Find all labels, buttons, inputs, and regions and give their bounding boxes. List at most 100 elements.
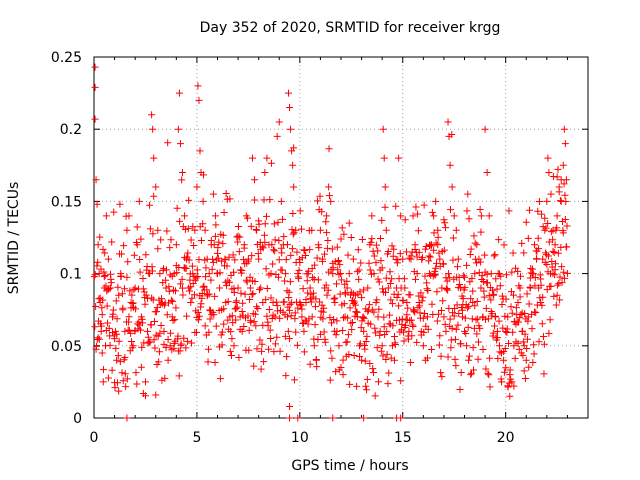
data-point — [443, 285, 451, 293]
data-point — [279, 215, 287, 223]
data-point — [293, 248, 301, 256]
data-point — [390, 245, 398, 253]
data-point — [250, 318, 258, 326]
data-point — [468, 274, 476, 282]
data-point — [345, 270, 353, 278]
data-point — [467, 245, 475, 253]
data-point — [325, 192, 333, 200]
data-point — [536, 294, 544, 302]
data-point — [418, 255, 426, 263]
data-point — [397, 377, 405, 385]
data-point — [238, 327, 246, 335]
data-point — [98, 304, 106, 312]
data-point — [460, 272, 468, 280]
data-point — [370, 270, 378, 278]
data-point — [454, 321, 462, 329]
data-point — [93, 262, 101, 270]
data-point — [399, 255, 407, 263]
data-point — [194, 82, 202, 90]
data-point — [444, 118, 452, 126]
data-point — [501, 344, 509, 352]
data-point — [167, 236, 175, 244]
data-point — [288, 245, 296, 253]
data-point — [220, 320, 228, 328]
data-point — [199, 283, 207, 291]
data-point — [306, 360, 314, 368]
data-point — [244, 312, 252, 320]
data-point — [162, 284, 170, 292]
data-point — [454, 263, 462, 271]
data-point — [364, 284, 372, 292]
data-point — [185, 284, 193, 292]
zero-marker — [329, 414, 337, 422]
data-point — [335, 257, 343, 265]
data-point — [109, 313, 117, 321]
data-point — [415, 248, 423, 256]
data-point — [223, 262, 231, 270]
data-point — [404, 304, 412, 312]
data-point — [384, 248, 392, 256]
data-point — [443, 277, 451, 285]
data-point — [535, 284, 543, 292]
data-point — [545, 169, 553, 177]
data-point — [486, 354, 494, 362]
data-point — [379, 125, 387, 133]
data-point — [222, 189, 230, 197]
data-point — [104, 374, 112, 382]
data-point — [240, 241, 248, 249]
data-point — [318, 301, 326, 309]
data-point — [189, 270, 197, 278]
data-point — [349, 255, 357, 263]
data-point — [243, 278, 251, 286]
data-point — [223, 282, 231, 290]
data-point — [391, 332, 399, 340]
data-point — [363, 386, 371, 394]
data-point — [182, 344, 190, 352]
data-point — [154, 226, 162, 234]
data-point — [309, 289, 317, 297]
data-point — [202, 273, 210, 281]
data-point — [445, 274, 453, 282]
data-point — [212, 221, 220, 229]
data-point — [485, 212, 493, 220]
data-point — [374, 247, 382, 255]
data-point — [160, 265, 168, 273]
data-point — [423, 285, 431, 293]
data-point — [517, 310, 525, 318]
data-point — [537, 298, 545, 306]
data-point — [136, 255, 144, 263]
data-point — [162, 266, 170, 274]
data-point — [415, 298, 423, 306]
data-point — [251, 278, 259, 286]
data-point — [297, 302, 305, 310]
data-point — [368, 235, 376, 243]
data-point — [358, 356, 366, 364]
data-point — [329, 264, 337, 272]
data-point — [255, 286, 263, 294]
data-point — [520, 367, 528, 375]
data-point — [482, 365, 490, 373]
data-point — [531, 282, 539, 290]
data-point — [432, 197, 440, 205]
data-point — [522, 218, 530, 226]
data-point — [270, 220, 278, 228]
data-point — [349, 318, 357, 326]
data-point — [456, 385, 464, 393]
data-point — [150, 192, 158, 200]
data-point — [213, 256, 221, 264]
data-point — [286, 402, 294, 410]
data-point — [331, 298, 339, 306]
data-point — [105, 324, 113, 332]
data-point — [530, 341, 538, 349]
data-point — [539, 223, 547, 231]
data-point — [451, 305, 459, 313]
data-point — [321, 250, 329, 258]
data-point — [203, 255, 211, 263]
data-point — [467, 295, 475, 303]
zero-marker — [123, 414, 131, 422]
data-point — [316, 330, 324, 338]
data-point — [149, 230, 157, 238]
data-point — [487, 270, 495, 278]
data-point — [405, 327, 413, 335]
data-point — [413, 253, 421, 261]
